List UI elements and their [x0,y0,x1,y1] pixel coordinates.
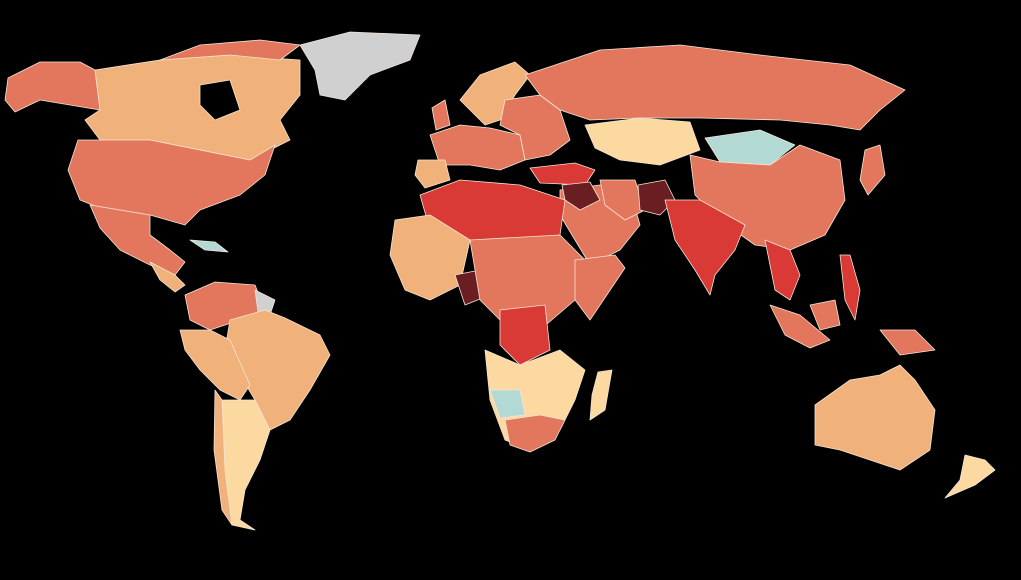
new-guinea [879,329,936,356]
south-africa [504,414,566,453]
west-africa [389,214,471,301]
australia [814,364,936,471]
borneo [809,299,841,331]
hudson [199,79,241,121]
kazakhstan [584,117,701,166]
southeast-asia [764,239,801,301]
new-zealand [944,454,996,499]
cuba [189,239,229,253]
congo [499,304,551,366]
iran [599,179,646,221]
india [664,199,746,296]
arctic-islands [159,39,301,61]
turkey [529,162,596,186]
mexico [89,204,186,276]
japan [859,144,886,196]
indonesia [769,304,831,349]
horn-of-africa [574,254,626,321]
usa [67,139,276,226]
scandinavia [459,61,531,126]
central-america [149,261,186,293]
russia [524,44,906,131]
iraq-syria [561,181,601,211]
alaska [4,61,101,113]
mongolia [704,129,796,166]
chile [213,389,233,526]
greenland [299,31,421,101]
uk [431,99,451,131]
botswana [489,389,526,419]
central-africa [469,234,586,331]
iberia [414,159,451,189]
madagascar [589,369,613,421]
philippines [839,254,861,321]
